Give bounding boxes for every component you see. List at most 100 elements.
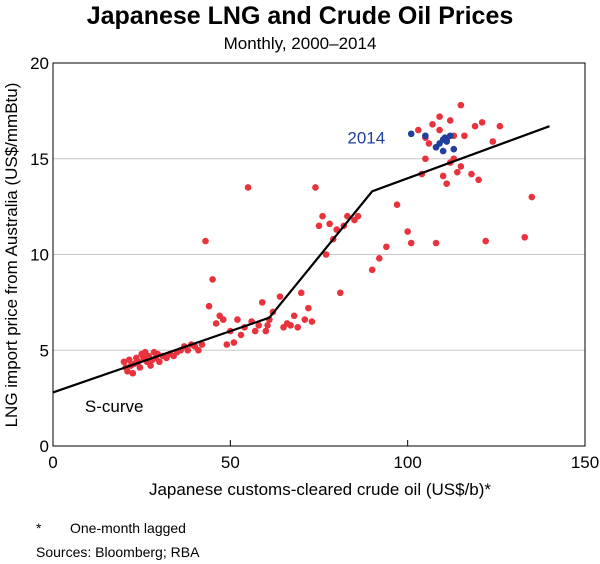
s-curve-label: S-curve xyxy=(85,397,144,416)
data-point xyxy=(129,369,137,377)
data-point xyxy=(136,364,144,371)
data-point xyxy=(251,327,259,335)
data-point xyxy=(457,101,465,109)
label-2014: 2014 xyxy=(347,129,385,148)
data-point xyxy=(457,163,465,170)
data-point xyxy=(255,322,263,329)
data-point xyxy=(312,184,319,191)
footnote-text: One-month lagged xyxy=(70,520,186,536)
data-point xyxy=(244,184,252,191)
y-tick-label: 20 xyxy=(30,54,49,73)
data-point xyxy=(521,233,529,241)
data-point xyxy=(147,362,154,369)
s-curve-line xyxy=(52,125,550,394)
data-point xyxy=(120,358,128,366)
y-tick-label: 15 xyxy=(30,150,49,169)
data-point xyxy=(354,212,362,220)
data-point xyxy=(301,316,309,323)
data-point xyxy=(461,132,468,140)
data-point xyxy=(223,341,231,348)
data-point xyxy=(294,323,302,331)
axis-ticks: 0 5 10 15 20 0 50 100 150 xyxy=(30,54,599,472)
data-point xyxy=(375,255,383,262)
x-tick-label: 100 xyxy=(393,453,421,472)
data-point xyxy=(429,120,436,128)
data-point xyxy=(407,239,415,247)
data-point xyxy=(446,132,454,140)
data-point xyxy=(475,176,482,184)
data-point xyxy=(315,222,323,230)
data-point xyxy=(198,341,206,348)
x-axis-label: Japanese customs-cleared crude oil (US$/… xyxy=(149,480,491,499)
gridlines xyxy=(53,158,585,351)
plot-frame xyxy=(52,62,586,447)
data-point xyxy=(237,331,245,339)
data-point xyxy=(212,320,220,327)
annotations: 2014 S-curve xyxy=(85,129,385,416)
x-tick-label: 0 xyxy=(48,453,57,472)
data-point xyxy=(305,304,312,312)
data-point xyxy=(383,243,390,251)
data-point xyxy=(336,289,344,297)
data-point xyxy=(287,322,294,329)
data-point xyxy=(393,201,401,209)
data-point xyxy=(322,251,330,258)
y-tick-label: 0 xyxy=(40,437,49,456)
data-point xyxy=(422,132,429,140)
data-point xyxy=(308,318,316,325)
data-point xyxy=(450,145,458,153)
data-point xyxy=(439,147,447,155)
data-point xyxy=(262,327,270,335)
data-point xyxy=(407,130,415,138)
data-point xyxy=(478,119,486,126)
data-point xyxy=(482,237,489,245)
data-point xyxy=(436,113,443,120)
data-point xyxy=(432,239,440,247)
data-point xyxy=(528,193,536,201)
data-point xyxy=(454,168,461,176)
data-point xyxy=(209,276,216,283)
data-point xyxy=(443,180,450,187)
y-axis-label: LNG import price from Australia (US$/mmB… xyxy=(2,83,21,428)
data-point xyxy=(156,358,163,366)
data-point xyxy=(202,237,209,245)
data-point xyxy=(124,368,131,375)
data-point xyxy=(471,122,479,130)
data-point xyxy=(368,266,376,274)
data-point xyxy=(297,289,305,297)
data-point xyxy=(425,140,433,147)
data-point xyxy=(195,346,202,354)
data-point xyxy=(439,172,447,180)
data-point xyxy=(184,346,192,354)
data-point xyxy=(344,212,351,220)
series-layer xyxy=(52,101,550,394)
data-point xyxy=(326,220,333,228)
data-point xyxy=(264,322,271,329)
chart-subtitle: Monthly, 2000–2014 xyxy=(223,34,377,53)
data-point xyxy=(205,302,213,310)
data-point xyxy=(468,170,475,178)
data-point xyxy=(422,155,429,163)
data-point xyxy=(219,316,227,323)
data-point xyxy=(258,299,266,306)
data-point xyxy=(234,316,241,323)
y-tick-label: 5 xyxy=(40,341,49,360)
data-point xyxy=(404,228,411,235)
data-point xyxy=(446,117,454,124)
data-point xyxy=(489,138,497,145)
data-point xyxy=(276,293,284,300)
data-point xyxy=(230,339,238,346)
data-point xyxy=(125,356,133,364)
data-point xyxy=(443,138,450,145)
chart-title: Japanese LNG and Crude Oil Prices xyxy=(86,2,514,30)
data-point xyxy=(319,212,326,220)
data-point xyxy=(436,126,443,134)
x-tick-label: 50 xyxy=(221,453,240,472)
footnote-marker: * xyxy=(36,520,42,536)
sources-note: Sources: Bloomberg; RBA xyxy=(36,544,200,560)
y-tick-label: 10 xyxy=(30,246,49,265)
x-tick-label: 150 xyxy=(571,453,599,472)
data-point xyxy=(290,312,298,320)
data-point xyxy=(415,126,422,134)
